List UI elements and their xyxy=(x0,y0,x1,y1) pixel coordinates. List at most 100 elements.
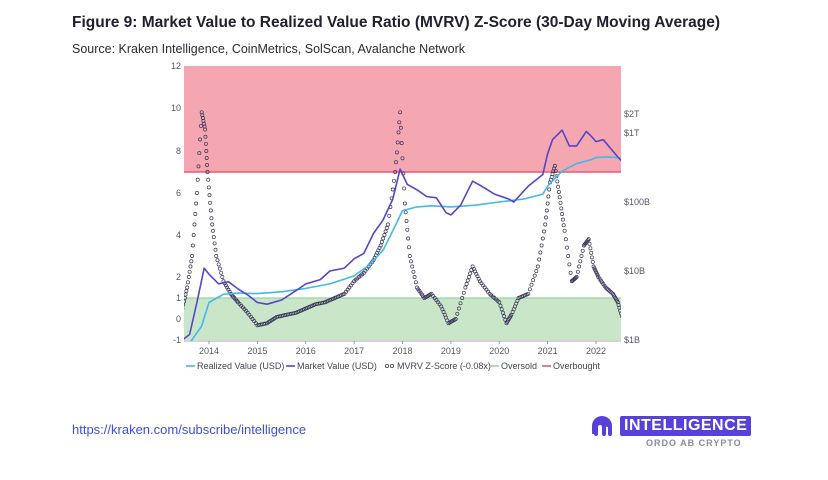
x-tick-label: 2018 xyxy=(392,346,412,356)
left-tick-label: 1 xyxy=(176,293,181,303)
zscore-point xyxy=(566,254,571,258)
legend-swatch xyxy=(389,363,394,368)
zscore-point xyxy=(204,149,209,153)
zscore-point xyxy=(562,228,567,233)
zscore-point xyxy=(588,246,593,251)
left-tick-label: 2 xyxy=(176,272,181,282)
subscribe-link[interactable]: https://kraken.com/subscribe/intelligenc… xyxy=(72,422,307,437)
zscore-point xyxy=(529,282,534,287)
zscore-series xyxy=(184,110,621,328)
zscore-point xyxy=(381,236,386,241)
right-tick-label: $1T xyxy=(624,128,640,138)
zscore-point xyxy=(396,130,401,135)
zscore-point xyxy=(409,259,413,264)
zscore-point xyxy=(184,289,189,293)
zscore-point xyxy=(392,178,396,183)
zscore-point xyxy=(456,306,461,311)
zscore-point xyxy=(405,227,410,232)
zscore-point xyxy=(190,243,195,248)
zscore-point xyxy=(205,163,210,167)
right-axis: $1B $10B $100B $1T $2T xyxy=(624,109,650,345)
zscore-point xyxy=(384,226,389,230)
zscore-point xyxy=(379,240,384,244)
chart-title: Figure 9: Market Value to Realized Value… xyxy=(72,14,721,31)
zscore-point xyxy=(194,191,199,195)
zscore-point xyxy=(393,170,398,174)
right-tick-label: $10B xyxy=(624,266,645,276)
zscore-point xyxy=(556,184,561,189)
zscore-point xyxy=(497,300,502,305)
zscore-point xyxy=(590,255,594,260)
zscore-point xyxy=(590,259,595,264)
zscore-point xyxy=(619,311,621,316)
x-tick-label: 2015 xyxy=(247,346,267,356)
zscore-point xyxy=(198,137,203,142)
legend-label: Realized Value (USD) xyxy=(197,361,284,371)
zscore-point xyxy=(574,275,579,279)
zscore-point xyxy=(537,257,542,262)
zscore-point xyxy=(203,134,208,139)
legend-swatch xyxy=(384,363,389,368)
zscore-point xyxy=(398,125,403,130)
zscore-point xyxy=(553,168,558,173)
zscore-point xyxy=(458,301,463,306)
zscore-point xyxy=(211,235,216,240)
zscore-point xyxy=(206,185,211,190)
zscore-point xyxy=(455,311,460,316)
zscore-point xyxy=(587,241,592,246)
brand-tagline: ORDO AB CRYPTO xyxy=(646,438,742,448)
zscore-point xyxy=(395,140,400,145)
x-tick-label: 2016 xyxy=(296,346,316,356)
x-tick-label: 2021 xyxy=(538,346,558,356)
left-tick-label: 10 xyxy=(171,103,181,113)
zscore-point xyxy=(215,258,220,263)
zscore-point xyxy=(591,264,596,269)
zscore-point xyxy=(394,160,398,165)
zscore-point xyxy=(502,314,507,319)
zscore-point xyxy=(567,262,572,267)
zscore-point xyxy=(184,292,188,297)
zscore-point xyxy=(568,270,573,275)
zscore-point xyxy=(579,254,584,258)
zscore-point xyxy=(400,156,405,161)
zscore-point xyxy=(544,215,548,220)
zscore-point xyxy=(191,233,196,237)
zscore-point xyxy=(619,314,621,318)
zscore-point xyxy=(403,210,408,215)
zscore-point xyxy=(546,194,551,199)
left-tick-label: 0 xyxy=(176,314,181,324)
zscore-point xyxy=(461,290,466,295)
zscore-point xyxy=(544,208,549,213)
zscore-point xyxy=(575,269,580,274)
zscore-point xyxy=(538,250,543,255)
zscore-point xyxy=(209,216,214,221)
left-tick-label: 8 xyxy=(176,146,181,156)
zscore-point xyxy=(531,278,536,283)
right-tick-label: $1B xyxy=(624,335,640,345)
left-tick-label: 12 xyxy=(171,61,181,71)
zscore-point xyxy=(560,217,565,222)
left-tick-label: 4 xyxy=(176,230,181,240)
legend-label: MVRV Z-Score (-0.08x) xyxy=(397,361,491,371)
zscore-point xyxy=(184,299,186,304)
zscore-point xyxy=(563,237,568,242)
zscore-point xyxy=(540,236,545,241)
zscore-point xyxy=(397,120,402,125)
zscore-point xyxy=(556,190,561,194)
zscore-point xyxy=(207,193,212,198)
zscore-point xyxy=(198,123,203,128)
zscore-point xyxy=(407,254,412,258)
zscore-point xyxy=(402,186,407,191)
zscore-point xyxy=(557,195,562,200)
left-tick-label: 6 xyxy=(176,188,181,198)
value-series xyxy=(184,129,621,341)
realized-value-line xyxy=(190,156,621,341)
zscore-point xyxy=(594,271,599,276)
zscore-point xyxy=(383,229,388,234)
x-tick-label: 2022 xyxy=(586,346,606,356)
zscore-point xyxy=(404,219,409,223)
zscore-point xyxy=(208,200,213,205)
zscore-point xyxy=(561,223,566,228)
